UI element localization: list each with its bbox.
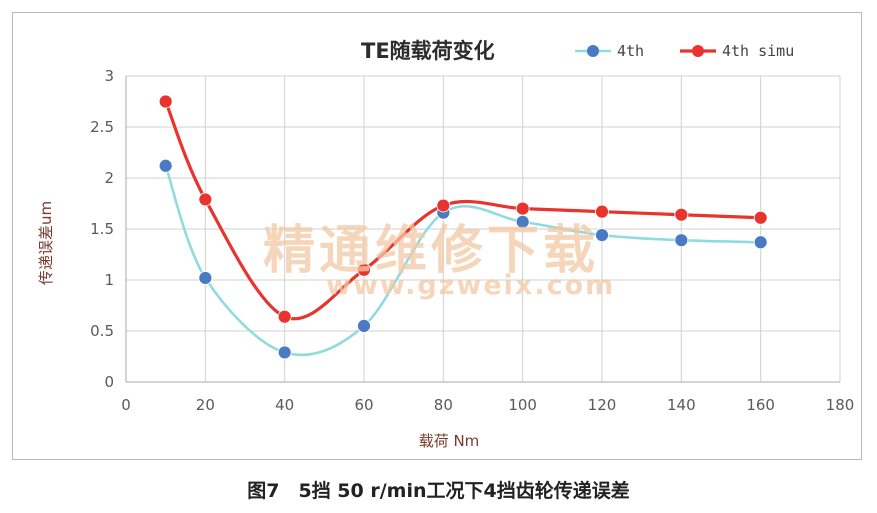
series-line-1 <box>164 100 761 321</box>
chart-frame: 0 20 40 60 80 100 120 140 160 180 0 0.5 1 1.5 2 2.5 3 精通… <box>12 12 862 460</box>
data-point-0 <box>357 318 371 333</box>
watermark-cn-text: 精通维修下载 <box>263 220 599 281</box>
y-tick-label: 2.5 <box>90 118 114 136</box>
x-tick-label: 160 <box>746 396 775 414</box>
axes <box>125 76 840 383</box>
y-tick-label: 3 <box>104 67 114 85</box>
legend: 4th 4th simu <box>575 42 794 60</box>
x-tick-label: 100 <box>508 396 537 414</box>
grid-lines <box>126 75 841 382</box>
data-point-0 <box>674 233 689 248</box>
x-tick-label: 180 <box>826 396 855 414</box>
data-point-0 <box>158 158 173 173</box>
x-tick-label: 0 <box>121 396 131 414</box>
data-point-1 <box>753 210 768 225</box>
legend-label-0: 4th <box>617 42 644 60</box>
series-lines <box>164 100 761 357</box>
x-tick-label: 140 <box>667 396 696 414</box>
tick-labels: 0 20 40 60 80 100 120 140 160 180 0 0.5 1 1.5 2 2.5 3 <box>90 67 854 414</box>
watermark: 精通维修下载 www.gzweix.com <box>263 220 615 301</box>
legend-label-1: 4th simu <box>722 42 794 60</box>
watermark-url-text: www.gzweix.com <box>326 270 615 301</box>
data-markers <box>158 94 768 360</box>
y-tick-label: 2 <box>104 169 114 187</box>
x-tick-label: 80 <box>434 396 453 414</box>
y-tick-label: 0 <box>104 373 114 391</box>
y-tick-label: 0.5 <box>90 322 114 340</box>
chart-title: TE随载荷变化 <box>361 39 495 63</box>
figure-caption: 图7 5挡 50 r/min工况下4挡齿轮传递误差 <box>247 480 630 502</box>
chart-svg: 0 20 40 60 80 100 120 140 160 180 0 0.5 1 1.5 2 2.5 3 精通… <box>37 39 854 450</box>
x-axis-title: 载荷 Nm <box>419 432 480 450</box>
data-point-0 <box>595 228 609 243</box>
data-point-1 <box>674 207 689 222</box>
x-tick-label: 20 <box>196 396 215 414</box>
data-point-0 <box>753 235 768 250</box>
data-point-1 <box>595 204 609 219</box>
x-tick-label: 120 <box>588 396 617 414</box>
data-point-1 <box>515 201 530 216</box>
data-point-1 <box>277 309 292 324</box>
data-point-0 <box>198 271 213 285</box>
series-line-0 <box>164 165 761 357</box>
y-tick-label: 1.5 <box>90 220 114 238</box>
data-point-1 <box>158 94 173 109</box>
data-point-0 <box>277 345 292 360</box>
x-tick-label: 60 <box>354 396 373 414</box>
y-tick-label: 1 <box>104 271 114 289</box>
y-axis-title: 传递误差um <box>37 201 55 285</box>
data-point-1 <box>198 192 213 207</box>
data-point-1 <box>436 198 451 213</box>
data-point-1 <box>357 262 371 277</box>
legend-marker-0 <box>587 45 599 57</box>
legend-marker-1 <box>692 45 704 57</box>
x-tick-label: 40 <box>275 396 294 414</box>
